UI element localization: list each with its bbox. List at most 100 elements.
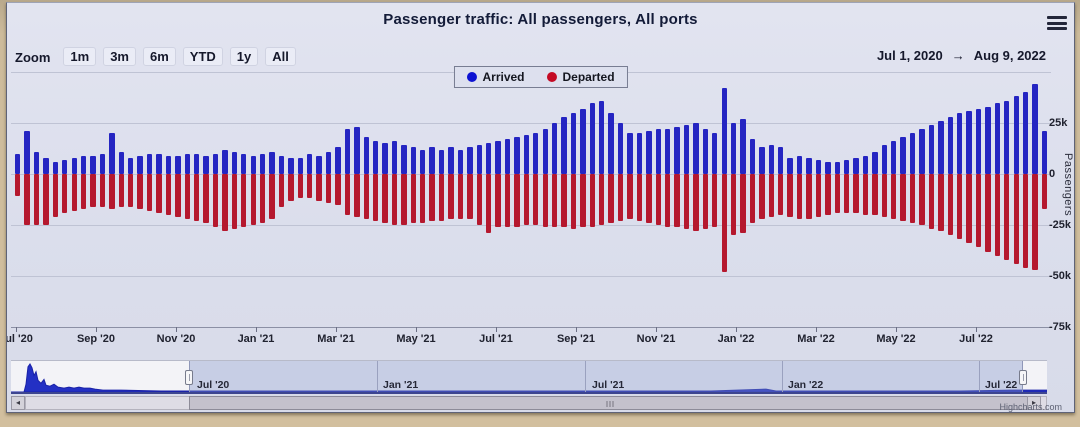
departed-bar[interactable] — [231, 174, 238, 230]
departed-bar[interactable] — [438, 174, 445, 221]
arrived-bar[interactable] — [909, 133, 916, 174]
arrived-bar[interactable] — [288, 157, 294, 174]
departed-bar[interactable] — [24, 174, 30, 225]
arrived-bar[interactable] — [1032, 84, 1038, 174]
arrived-bar[interactable] — [401, 145, 407, 174]
arrived-bar[interactable] — [438, 149, 445, 174]
arrived-bar[interactable] — [740, 118, 746, 174]
arrived-bar[interactable] — [872, 151, 878, 174]
departed-bar[interactable] — [825, 174, 831, 215]
arrived-bar[interactable] — [203, 155, 209, 174]
departed-bar[interactable] — [1041, 174, 1048, 209]
arrived-bar[interactable] — [250, 155, 256, 174]
departed-bar[interactable] — [909, 174, 916, 223]
arrived-bar[interactable] — [231, 151, 238, 174]
departed-bar[interactable] — [796, 174, 803, 219]
departed-bar[interactable] — [985, 174, 991, 252]
departed-bar[interactable] — [203, 174, 209, 223]
departed-bar[interactable] — [175, 174, 181, 217]
departed-bar[interactable] — [617, 174, 624, 221]
navigator-left-handle[interactable] — [185, 370, 193, 385]
range-button-3m[interactable]: 3m — [103, 47, 136, 66]
arrived-bar[interactable] — [712, 133, 718, 174]
arrived-bar[interactable] — [749, 139, 756, 174]
arrived-bar[interactable] — [966, 110, 972, 174]
departed-bar[interactable] — [957, 174, 963, 240]
navigator-right-handle[interactable] — [1019, 370, 1027, 385]
arrived-bar[interactable] — [137, 155, 143, 174]
arrived-bar[interactable] — [457, 149, 464, 174]
departed-bar[interactable] — [787, 174, 793, 217]
departed-bar[interactable] — [843, 174, 850, 213]
arrived-bar[interactable] — [382, 143, 388, 174]
arrived-bar[interactable] — [778, 147, 784, 174]
departed-bar[interactable] — [862, 174, 869, 215]
arrived-bar[interactable] — [919, 129, 925, 174]
departed-bar[interactable] — [429, 174, 435, 221]
arrived-bar[interactable] — [561, 116, 567, 174]
arrived-bar[interactable] — [71, 157, 77, 174]
arrived-bar[interactable] — [24, 131, 30, 174]
departed-bar[interactable] — [806, 174, 812, 219]
range-button-6m[interactable]: 6m — [142, 47, 176, 66]
departed-bar[interactable] — [881, 174, 888, 217]
departed-bar[interactable] — [768, 174, 774, 217]
departed-bar[interactable] — [316, 174, 322, 201]
scrollbar-thumb[interactable] — [189, 396, 1031, 410]
departed-bar[interactable] — [1013, 174, 1019, 264]
range-button-all[interactable]: All — [265, 47, 296, 66]
arrived-bar[interactable] — [43, 157, 49, 174]
range-button-ytd[interactable]: YTD — [182, 47, 223, 66]
arrived-bar[interactable] — [646, 131, 652, 174]
departed-bar[interactable] — [344, 174, 351, 215]
departed-bar[interactable] — [372, 174, 379, 221]
arrived-bar[interactable] — [834, 161, 840, 174]
departed-bar[interactable] — [109, 174, 115, 209]
arrived-bar[interactable] — [825, 161, 831, 174]
arrived-bar[interactable] — [62, 159, 68, 174]
departed-bar[interactable] — [712, 174, 718, 228]
arrived-bar[interactable] — [52, 161, 59, 174]
arrived-bar[interactable] — [975, 108, 982, 174]
departed-bar[interactable] — [504, 174, 511, 228]
departed-bar[interactable] — [664, 174, 671, 228]
departed-bar[interactable] — [872, 174, 878, 215]
arrived-bar[interactable] — [702, 129, 709, 174]
legend-item-departed[interactable]: Departed — [546, 70, 615, 84]
departed-bar[interactable] — [1004, 174, 1010, 260]
scrollbar-right-arrow[interactable]: ▸ — [1027, 396, 1041, 410]
arrived-bar[interactable] — [938, 120, 944, 174]
departed-bar[interactable] — [589, 174, 595, 228]
arrived-bar[interactable] — [420, 149, 426, 174]
departed-bar[interactable] — [99, 174, 106, 207]
arrived-bar[interactable] — [636, 133, 643, 174]
arrived-bar[interactable] — [551, 123, 558, 174]
arrived-bar[interactable] — [994, 102, 1001, 174]
departed-bar[interactable] — [80, 174, 87, 209]
departed-bar[interactable] — [975, 174, 982, 248]
departed-bar[interactable] — [118, 174, 124, 207]
departed-bar[interactable] — [15, 174, 21, 197]
departed-bar[interactable] — [297, 174, 303, 199]
arrived-bar[interactable] — [278, 155, 285, 174]
arrived-bar[interactable] — [504, 139, 511, 174]
arrived-bar[interactable] — [787, 157, 793, 174]
arrived-bar[interactable] — [514, 137, 520, 174]
arrived-bar[interactable] — [297, 157, 303, 174]
departed-bar[interactable] — [947, 174, 953, 236]
departed-bar[interactable] — [62, 174, 68, 213]
arrived-bar[interactable] — [768, 145, 774, 174]
departed-bar[interactable] — [71, 174, 77, 211]
arrived-bar[interactable] — [90, 155, 96, 174]
arrived-bar[interactable] — [241, 153, 247, 174]
arrived-bar[interactable] — [608, 112, 614, 174]
arrived-bar[interactable] — [372, 141, 379, 174]
departed-bar[interactable] — [382, 174, 388, 223]
arrived-bar[interactable] — [118, 151, 124, 174]
departed-bar[interactable] — [674, 174, 680, 228]
arrived-bar[interactable] — [1041, 131, 1048, 174]
arrived-bar[interactable] — [212, 153, 219, 174]
departed-bar[interactable] — [448, 174, 454, 219]
arrived-bar[interactable] — [344, 129, 351, 174]
arrived-bar[interactable] — [1013, 96, 1019, 174]
